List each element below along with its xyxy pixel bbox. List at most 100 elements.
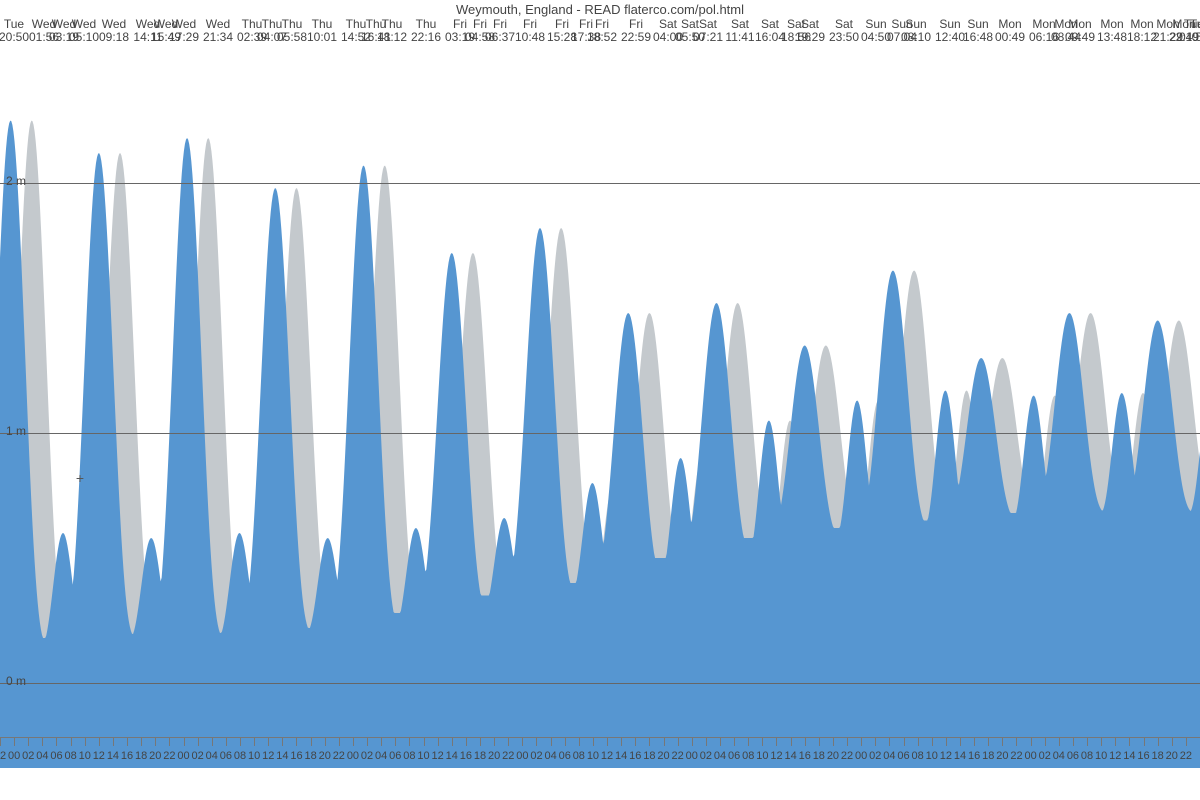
event-label: Tue20:50 <box>0 18 29 44</box>
x-axis-label: 04 <box>1053 750 1065 762</box>
x-axis-label: 00 <box>1024 750 1036 762</box>
event-label: Fri06:37 <box>485 18 515 44</box>
event-time: 21:34 <box>203 31 233 44</box>
x-axis-label: 14 <box>446 750 458 762</box>
x-tick <box>1073 738 1074 746</box>
x-tick <box>918 738 919 746</box>
x-tick <box>1002 738 1003 746</box>
event-label: Wed21:34 <box>203 18 233 44</box>
y-axis-label: 0 m <box>6 674 26 688</box>
x-tick <box>28 738 29 746</box>
x-axis-label: 08 <box>234 750 246 762</box>
x-axis-label: 12 <box>1109 750 1121 762</box>
x-tick <box>960 738 961 746</box>
x-axis-label: 02 <box>361 750 373 762</box>
x-tick <box>932 738 933 746</box>
x-tick <box>748 738 749 746</box>
x-axis-label: 08 <box>573 750 585 762</box>
x-axis-label: 20 <box>996 750 1008 762</box>
event-time: 09:18 <box>99 31 129 44</box>
x-axis-label: 06 <box>559 750 571 762</box>
x-tick <box>1186 738 1187 746</box>
x-tick <box>861 738 862 746</box>
event-label: Fri22:59 <box>621 18 651 44</box>
x-tick <box>56 738 57 746</box>
event-time: 10:48 <box>515 31 545 44</box>
x-tick <box>889 738 890 746</box>
x-tick <box>946 738 947 746</box>
event-label: Fri10:48 <box>515 18 545 44</box>
x-tick <box>353 738 354 746</box>
x-axis-label: 18 <box>1152 750 1164 762</box>
event-label: Mon09:49 <box>1065 18 1095 44</box>
event-time: 22:16 <box>411 31 441 44</box>
x-tick <box>1172 738 1173 746</box>
x-tick <box>565 738 566 746</box>
x-axis-label: 00 <box>347 750 359 762</box>
x-axis-label: 16 <box>629 750 641 762</box>
x-tick <box>776 738 777 746</box>
x-tick <box>762 738 763 746</box>
x-axis-label: 18 <box>474 750 486 762</box>
event-label: Thu18:12 <box>377 18 407 44</box>
x-tick <box>212 738 213 746</box>
x-tick <box>480 738 481 746</box>
x-axis-label: 14 <box>276 750 288 762</box>
x-tick <box>42 738 43 746</box>
event-label: Sat11:41 <box>725 18 754 44</box>
x-axis-label: 16 <box>290 750 302 762</box>
event-label: Sat07:21 <box>693 18 723 44</box>
x-tick <box>1101 738 1102 746</box>
x-axis-label: 22 <box>502 750 514 762</box>
event-time: 17:29 <box>169 31 199 44</box>
event-time: 00:49 <box>995 31 1025 44</box>
tide-curves <box>0 48 1200 768</box>
x-tick <box>904 738 905 746</box>
x-tick <box>805 738 806 746</box>
x-axis-label: 12 <box>262 750 274 762</box>
gridline <box>0 183 1200 184</box>
x-axis-label: 08 <box>403 750 415 762</box>
x-tick <box>381 738 382 746</box>
event-label: Mon00:49 <box>995 18 1025 44</box>
x-tick <box>1045 738 1046 746</box>
x-axis-label: 02 <box>1039 750 1051 762</box>
event-time: 06:37 <box>485 31 515 44</box>
x-axis-label: 00 <box>855 750 867 762</box>
x-axis-label: 10 <box>587 750 599 762</box>
x-tick <box>522 738 523 746</box>
gridline <box>0 433 1200 434</box>
x-axis-label: 04 <box>714 750 726 762</box>
event-label: Mon13:48 <box>1097 18 1127 44</box>
x-axis-label: 00 <box>686 750 698 762</box>
x-axis-label: 14 <box>784 750 796 762</box>
event-time: 16:48 <box>963 31 993 44</box>
x-axis-label: 22 <box>163 750 175 762</box>
x-tick <box>988 738 989 746</box>
x-tick <box>847 738 848 746</box>
x-tick <box>649 738 650 746</box>
x-axis-label: 02 <box>22 750 34 762</box>
x-axis-label: 16 <box>799 750 811 762</box>
x-tick <box>974 738 975 746</box>
event-time: 18:12 <box>377 31 407 44</box>
x-tick <box>551 738 552 746</box>
x-tick <box>367 738 368 746</box>
x-axis-label: 22 <box>841 750 853 762</box>
x-axis-label: 18 <box>135 750 147 762</box>
event-time: 11:41 <box>725 31 754 44</box>
x-axis-label: 20 <box>488 750 500 762</box>
event-time: 07:21 <box>693 31 723 44</box>
x-axis-label: 06 <box>897 750 909 762</box>
x-tick <box>875 738 876 746</box>
x-tick <box>99 738 100 746</box>
x-axis-label: 14 <box>1123 750 1135 762</box>
x-axis-label: 10 <box>756 750 768 762</box>
x-axis-label: 02 <box>192 750 204 762</box>
y-axis-label: 2 m <box>6 174 26 188</box>
event-labels-row: Tue20:50Wed01:56Wed03:19Wed05:10Wed09:18… <box>0 18 1200 46</box>
chart-title: Weymouth, England - READ flaterco.com/po… <box>0 2 1200 17</box>
x-axis-label: 06 <box>50 750 62 762</box>
x-tick <box>678 738 679 746</box>
event-label: Sun08:10 <box>901 18 931 44</box>
